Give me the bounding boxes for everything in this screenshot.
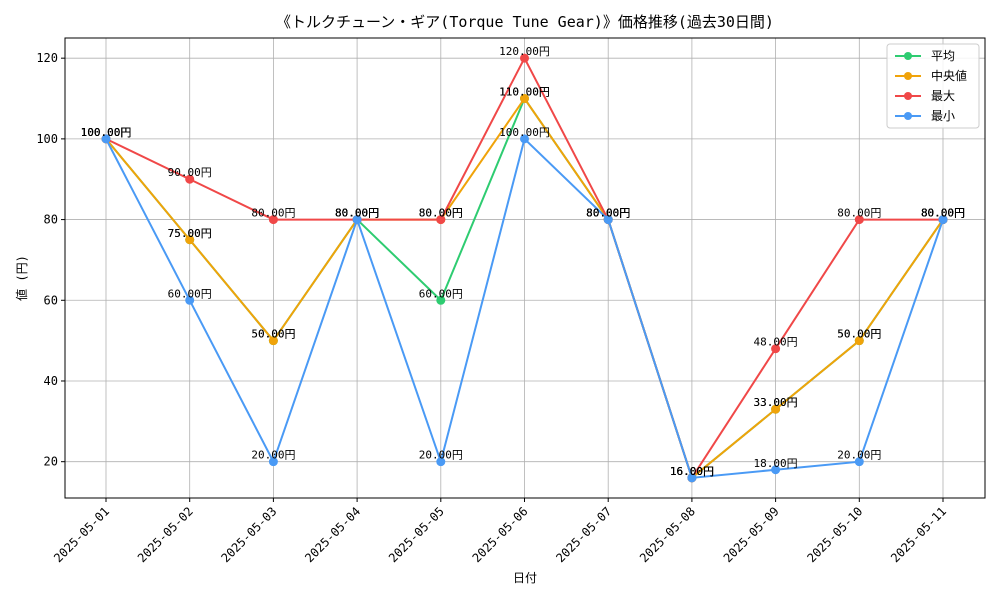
chart-title: 《トルクチューン・ギア(Torque Tune Gear)》価格推移(過去30日…: [276, 13, 774, 31]
data-label: 100.00円: [81, 126, 132, 139]
data-label: 80.00円: [921, 207, 965, 220]
data-point: [771, 404, 781, 414]
data-point: [520, 53, 529, 63]
data-point: [771, 465, 781, 475]
data-label: 50.00円: [251, 328, 295, 341]
x-axis-label: 日付: [513, 571, 537, 585]
data-label: 16.00円: [670, 465, 714, 478]
data-label: 60.00円: [168, 287, 212, 300]
data-label: 50.00円: [251, 328, 295, 341]
data-label: 80.00円: [586, 207, 630, 220]
data-label: 75.00円: [168, 227, 212, 240]
data-label: 80.00円: [251, 207, 295, 220]
data-label: 80.00円: [586, 207, 630, 220]
data-point: [436, 215, 446, 225]
data-label: 80.00円: [837, 207, 881, 220]
data-point: [854, 457, 864, 467]
data-label: 80.00円: [335, 207, 379, 220]
y-tick-label: 40: [44, 374, 58, 388]
data-label: 90.00円: [168, 166, 212, 179]
data-point: [854, 336, 864, 346]
data-label: 120.00円: [499, 45, 550, 58]
legend-swatch-marker: [904, 92, 912, 100]
legend-label: 平均: [931, 49, 955, 63]
data-label: 75.00円: [168, 227, 212, 240]
legend-swatch-marker: [904, 72, 912, 80]
y-tick-label: 120: [36, 51, 58, 65]
data-label: 110.00円: [499, 86, 550, 99]
data-label: 50.00円: [837, 328, 881, 341]
data-point: [101, 134, 111, 144]
data-label: 100.00円: [499, 126, 550, 139]
data-label: 16.00円: [670, 465, 714, 478]
data-label: 80.00円: [419, 207, 463, 220]
data-label: 80.00円: [586, 207, 630, 220]
series-lines: [101, 53, 948, 483]
data-point: [938, 215, 948, 225]
data-label: 33.00円: [754, 396, 798, 409]
data-label: 18.00円: [754, 457, 798, 470]
y-tick-label: 60: [44, 293, 58, 307]
legend-swatch-marker: [904, 52, 912, 60]
data-label: 20.00円: [251, 449, 295, 462]
data-point: [185, 174, 195, 184]
data-point: [352, 215, 362, 225]
data-label: 20.00円: [837, 449, 881, 462]
data-label: 33.00円: [754, 396, 798, 409]
data-label: 100.00円: [81, 126, 132, 139]
grid-lines: [65, 38, 985, 498]
legend-label: 中央値: [931, 68, 967, 83]
data-point: [520, 94, 529, 104]
data-label: 80.00円: [921, 207, 965, 220]
data-label: 80.00円: [335, 207, 379, 220]
data-label: 80.00円: [335, 207, 379, 220]
data-label: 80.00円: [419, 207, 463, 220]
data-point: [687, 473, 697, 483]
data-point: [436, 295, 446, 305]
legend-label: 最小: [931, 109, 955, 123]
data-point: [436, 457, 446, 467]
data-point: [185, 295, 195, 305]
data-point: [603, 215, 613, 225]
data-point: [185, 235, 195, 245]
data-point: [268, 457, 278, 467]
data-label: 100.00円: [81, 126, 132, 139]
y-tick-label: 20: [44, 455, 58, 469]
data-label: 20.00円: [419, 449, 463, 462]
data-label: 50.00円: [837, 328, 881, 341]
y-tick-label: 100: [36, 132, 58, 146]
y-tick-label: 80: [44, 213, 58, 227]
data-point: [268, 336, 278, 346]
data-point: [771, 344, 781, 354]
data-label: 80.00円: [921, 207, 965, 220]
data-label: 80.00円: [335, 207, 379, 220]
legend-label: 最大: [931, 89, 955, 103]
data-labels: 100.00円 75.00円 50.00円 80.00円 60.00円 110.00円 80…: [81, 45, 965, 478]
legend-box: [886, 43, 980, 129]
legend-swatch-marker: [904, 112, 912, 120]
data-label: 100.00円: [81, 126, 132, 139]
y-axis-label: 値 (円): [14, 255, 29, 301]
data-label: 16.00円: [670, 465, 714, 478]
data-point: [268, 215, 278, 225]
data-label: 48.00円: [754, 336, 798, 349]
data-point: [854, 215, 864, 225]
data-label: 110.00円: [499, 86, 550, 99]
data-label: 80.00円: [586, 207, 630, 220]
data-label: 16.00円: [670, 465, 714, 478]
data-point: [520, 134, 529, 144]
data-label: 60.00円: [419, 287, 463, 300]
data-label: 80.00円: [921, 207, 965, 220]
